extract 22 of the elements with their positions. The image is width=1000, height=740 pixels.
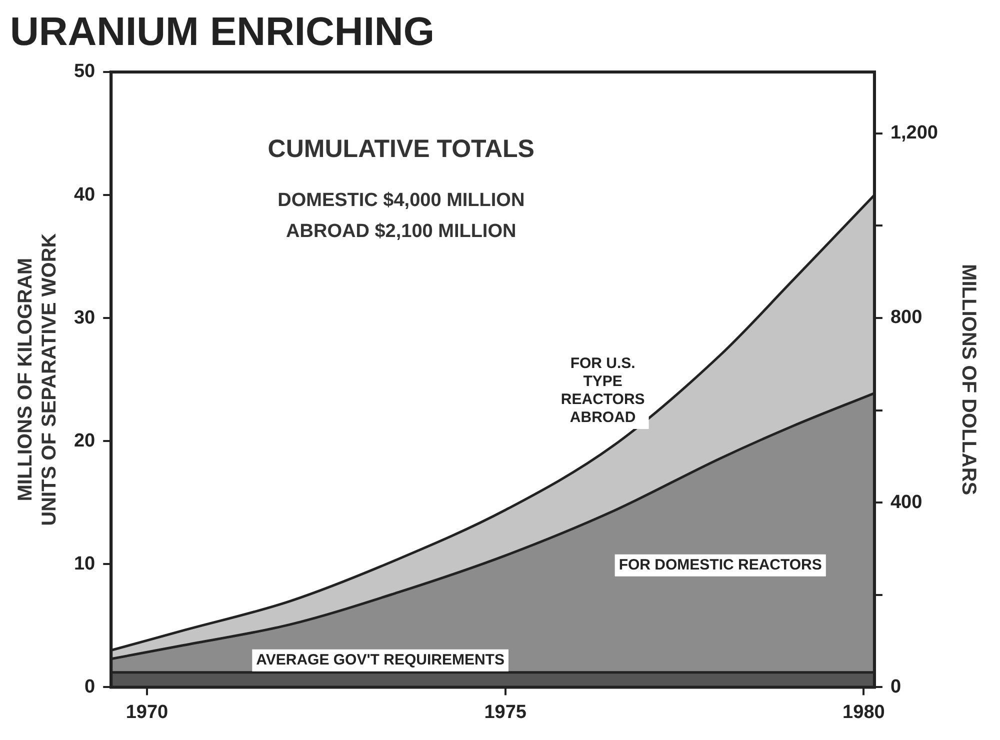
- y-axis-title: MILLIONS OF KILOGRAM UNITS OF SEPARATIVE WORK: [14, 232, 61, 526]
- y-tick-label: 0: [84, 676, 96, 698]
- y-tick-label: 40: [74, 184, 96, 206]
- y2-tick-label: 800: [890, 307, 922, 328]
- annotation: ABROAD $2,100 MILLION: [286, 221, 516, 242]
- series-label: AVERAGE GOV'T REQUIREMENTS: [256, 652, 504, 669]
- y-tick-label: 50: [74, 61, 96, 82]
- series-label: FOR U.S. TYPE REACTORS ABROAD: [560, 355, 645, 426]
- y-tick-label: 20: [74, 430, 96, 452]
- chart-title: URANIUM ENRICHING: [10, 10, 434, 54]
- x-tick-label: 1970: [126, 702, 168, 723]
- y-tick-label: 10: [74, 553, 96, 574]
- y2-tick-label: 0: [890, 676, 902, 698]
- series-label: FOR DOMESTIC REACTORS: [618, 556, 822, 574]
- annotation: CUMULATIVE TOTALS: [268, 134, 534, 163]
- y2-axis-title: MILLIONS OF DOLLARS: [957, 264, 980, 496]
- y2-tick-label: 1,200: [890, 122, 938, 144]
- x-tick-label: 1975: [484, 702, 527, 723]
- annotation: DOMESTIC $4,000 MILLION: [278, 190, 525, 212]
- y2-tick-label: 400: [890, 492, 922, 513]
- y-tick-label: 30: [74, 307, 96, 328]
- x-tick-label: 1980: [842, 702, 885, 723]
